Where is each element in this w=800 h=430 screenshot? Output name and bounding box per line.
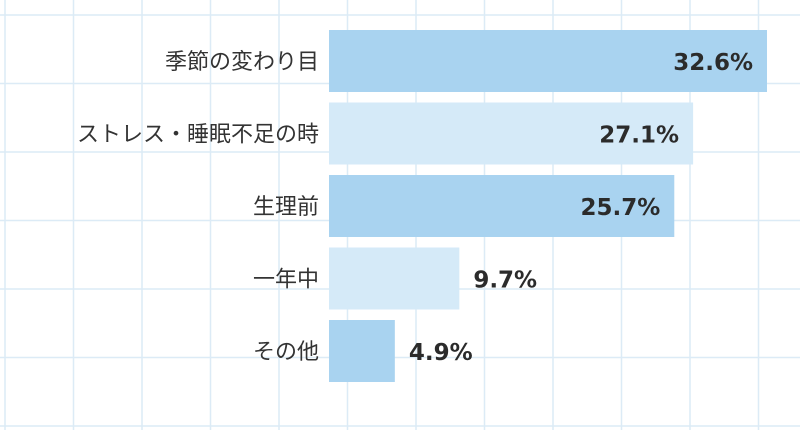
value-label: 32.6%: [673, 50, 753, 76]
value-label: 25.7%: [580, 195, 660, 221]
category-label: 季節の変わり目: [165, 50, 319, 75]
value-label: 9.7%: [473, 268, 537, 294]
bar: [329, 102, 694, 165]
value-label: 4.9%: [409, 340, 473, 366]
value-labels: 32.6% 27.1% 25.7% 9.7% 4.9%: [409, 50, 753, 366]
category-label: 生理前: [253, 195, 319, 220]
bar: [329, 320, 395, 382]
bars: [329, 30, 767, 382]
bar: [329, 247, 460, 310]
bar: [329, 175, 675, 237]
category-label: 一年中: [253, 268, 319, 293]
bar: [329, 30, 767, 92]
category-label: その他: [253, 340, 319, 365]
category-label: ストレス・睡眠不足の時: [77, 123, 319, 148]
value-label: 27.1%: [599, 123, 679, 149]
